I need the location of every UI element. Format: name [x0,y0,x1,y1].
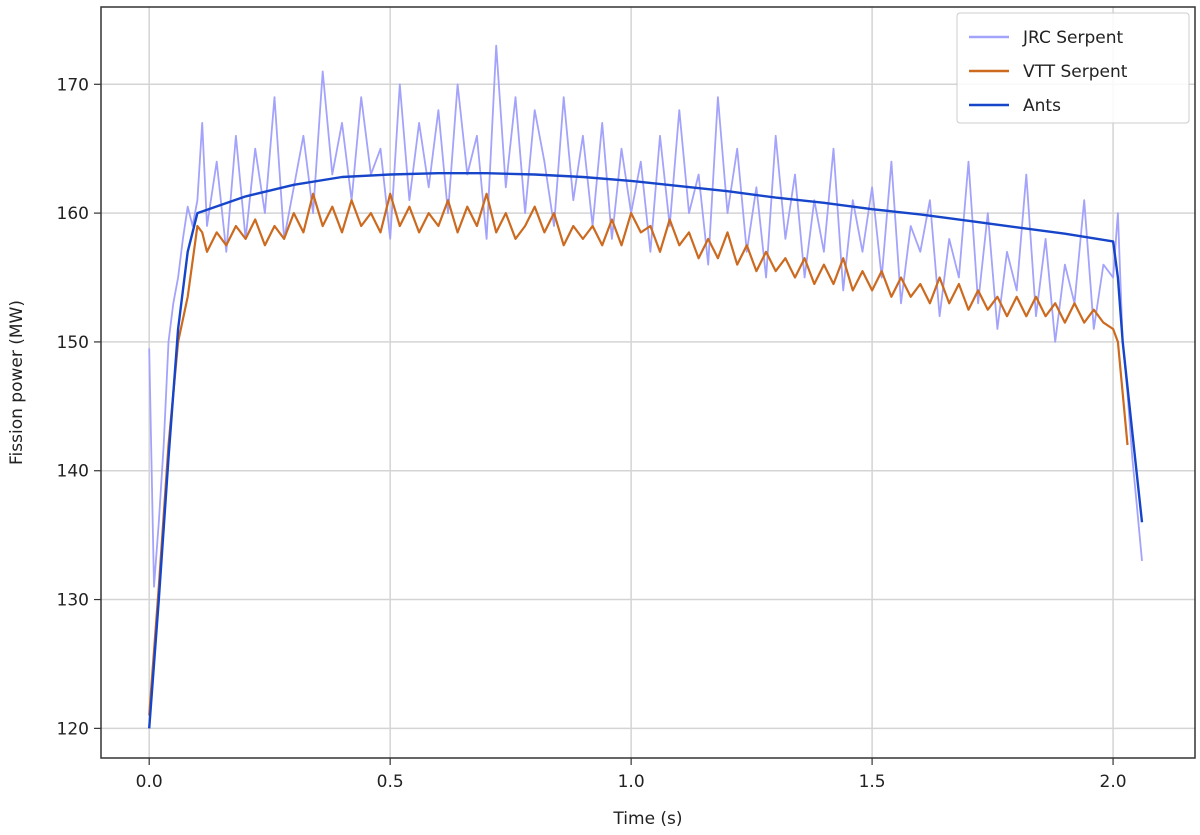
x-axis-ticks: 0.0 0.5 1.0 1.5 2.0 [136,758,1127,792]
series-line-1 [148,192,1129,716]
y-tick-label: 150 [57,333,89,353]
y-tick-label: 170 [57,75,89,95]
legend-label: Ants [1023,96,1061,116]
x-tick-label: 1.0 [618,772,645,792]
x-tick-label: 0.5 [377,772,404,792]
y-tick-label: 130 [57,591,89,611]
legend-label: JRC Serpent [1022,28,1124,48]
y-axis-ticks: 120 130 140 150 160 170 [57,75,101,739]
x-axis-label: Time (s) [612,809,682,829]
legend: JRC Serpent VTT Serpent Ants [956,12,1190,124]
series-lines [148,44,1144,729]
legend-items: JRC Serpent VTT Serpent Ants [969,28,1128,116]
y-tick-label: 160 [57,204,89,224]
series-line-2 [148,171,1144,729]
y-tick-label: 120 [57,719,89,739]
legend-label: VTT Serpent [1023,62,1128,82]
x-tick-label: 0.0 [136,772,163,792]
x-tick-label: 2.0 [1100,772,1127,792]
plot-frame [100,6,1196,759]
y-axis-label: Fission power (MW) [7,300,27,465]
grid-lines [101,7,1195,758]
y-tick-label: 140 [57,462,89,482]
legend-box [956,12,1190,124]
x-tick-label: 1.5 [859,772,886,792]
